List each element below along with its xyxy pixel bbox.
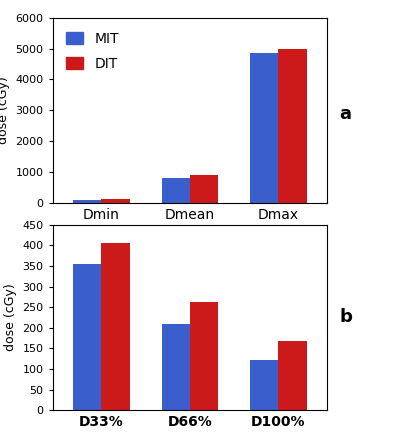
Bar (278, 49, 307, 203)
Y-axis label: dose (cGy): dose (cGy) (4, 284, 17, 351)
Bar (250, 53, 278, 203)
Bar (250, 360, 278, 410)
Legend: MIT, DIT: MIT, DIT (59, 25, 126, 78)
Bar (162, 178, 190, 203)
Bar (73, 264, 101, 410)
Bar (278, 341, 307, 410)
Y-axis label: dose (cGy): dose (cGy) (0, 76, 10, 144)
Text: a: a (339, 105, 351, 123)
Bar (190, 302, 218, 410)
Bar (101, 199, 130, 203)
Bar (190, 176, 218, 203)
Bar (101, 243, 130, 410)
Bar (73, 200, 101, 203)
Bar (162, 324, 190, 410)
Text: b: b (339, 308, 352, 326)
